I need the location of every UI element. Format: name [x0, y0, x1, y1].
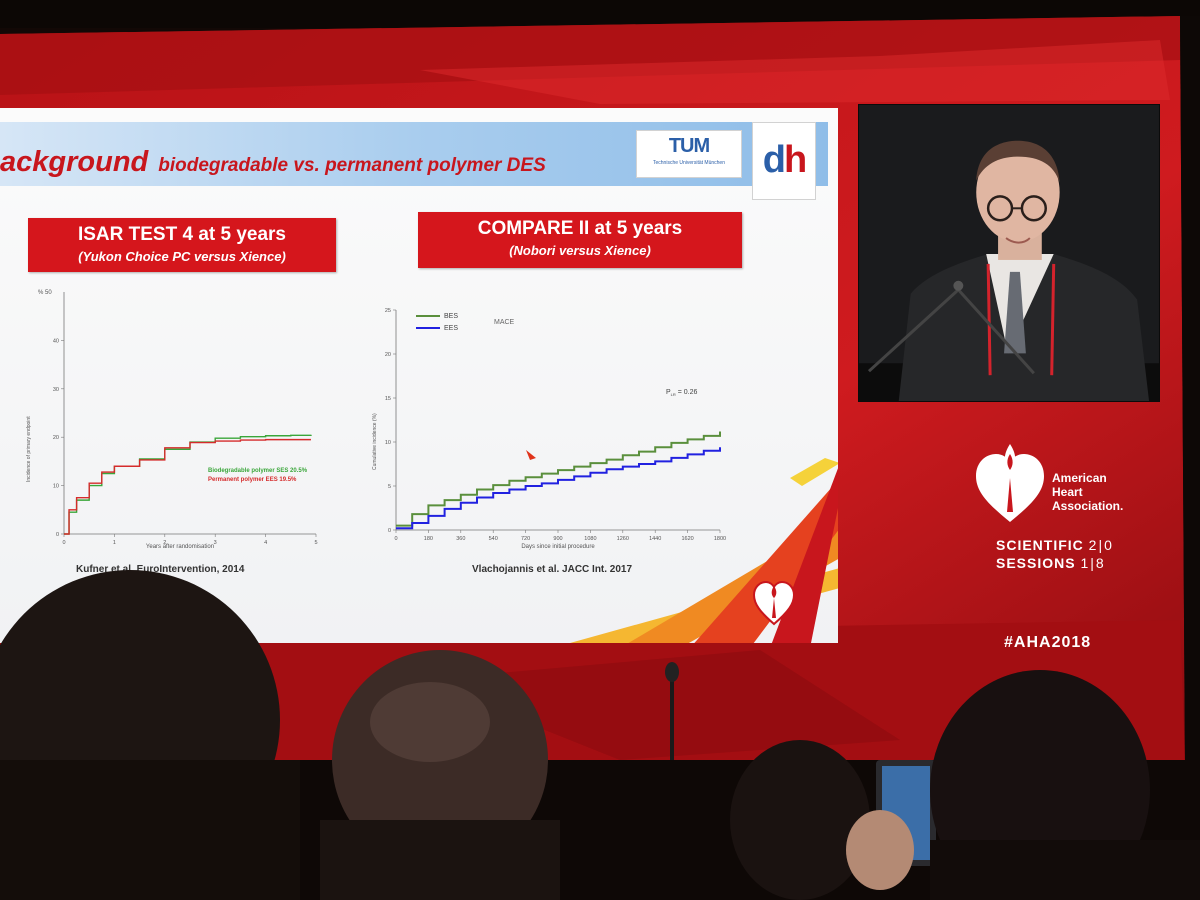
compare-series: [396, 431, 721, 530]
compare-chart-title: MACE: [494, 319, 515, 326]
scientific-sessions-line1: SCIENTIFIC 2|0: [996, 536, 1166, 554]
compare-y-tick-label: 20: [385, 352, 391, 358]
isar-y-tick-label: 40: [53, 338, 59, 344]
isar-y-tick-label: 30: [53, 387, 59, 393]
isar-citation: Kufner et al. EuroIntervention, 2014: [76, 564, 245, 575]
sessions-label: SESSIONS: [996, 555, 1076, 571]
compare-p-subscript: LR: [671, 392, 676, 397]
isar-x-axis-label: Years after randomisation: [146, 544, 214, 550]
compare-x-tick-label: 1800: [714, 536, 726, 542]
isar-axes: 0 1 2 3 4 5 0 10 20 30 40: [53, 292, 318, 546]
compare-y-tick-label: 5: [388, 484, 391, 490]
slide-title-main: ackground: [0, 146, 149, 178]
tum-logo: TUM Technische Universität München: [636, 130, 742, 178]
compare-x-tick-label: 0: [394, 536, 397, 542]
tum-logo-name: Technische Universität München: [653, 160, 725, 166]
compare-heading: COMPARE II at 5 years: [477, 218, 683, 239]
compare-citation: Vlachojannis et al. JACC Int. 2017: [472, 564, 633, 575]
isar-series: [64, 434, 312, 535]
isar-x-tick-label: 3: [214, 540, 217, 546]
compare-series-line-0: [396, 431, 721, 527]
compare-series-line-1: [396, 447, 721, 530]
compare-x-tick-label: 540: [489, 536, 498, 542]
compare-axes: 0 180 360 540 720 900 1080 1260 1440 1620 1800 0 5 10…: [385, 308, 726, 542]
aha-name-line1: American: [1052, 471, 1107, 485]
compare-subheading: (Nobori versus Xience): [509, 243, 651, 258]
podium-microphone: [867, 288, 960, 373]
aha-torch-heart-logo: [976, 444, 1044, 522]
isar-subheading: (Yukon Choice PC versus Xience): [78, 249, 286, 264]
compare-x-tick-label: 180: [424, 536, 433, 542]
presentation-slide: ackground biodegradable vs. permanent pol…: [0, 108, 838, 643]
speaker-head: [976, 142, 1060, 243]
compare-p-value: PLR = 0.26: [666, 389, 698, 397]
compare-y-tick-label: 0: [388, 528, 391, 534]
isar-x-tick-label: 5: [314, 540, 317, 546]
isar-y-tick-label: 10: [53, 484, 59, 490]
compare-y-tick-label: 10: [385, 440, 391, 446]
compare-x-tick-label: 360: [456, 536, 465, 542]
aha-wordmark: American Heart Association.: [1052, 471, 1162, 513]
compare-legend-ees: EES: [444, 325, 458, 332]
isar-y-unit-label: % 50: [38, 290, 52, 296]
compare-y-tick-label: 25: [385, 308, 391, 314]
compare-x-tick-label: 1440: [649, 536, 661, 542]
isar-x-tick-label: 0: [62, 540, 65, 546]
dh-logo-h: h: [784, 139, 807, 181]
isar-series-line-1: [64, 438, 311, 535]
isar-legend-biodegradable: Biodegradable polymer SES 20.5%: [208, 468, 308, 474]
compare-x-tick-label: 1080: [584, 536, 596, 542]
scientific-label: SCIENTIFIC: [996, 537, 1084, 553]
isar-y-tick-label: 0: [56, 532, 59, 538]
slide-title-sub: biodegradable vs. permanent polymer DES: [158, 155, 546, 176]
year-bottom: 1|8: [1080, 555, 1106, 571]
isar-x-tick-label: 2: [163, 540, 166, 546]
compare-x-tick-label: 720: [521, 536, 530, 542]
isar-x-tick-label: 4: [264, 540, 267, 546]
compare-x-tick-label: 1620: [681, 536, 693, 542]
dh-logo-d: d: [762, 139, 786, 181]
compare-y-axis-label: Cumulative incidence (%): [372, 413, 378, 470]
isar-y-axis-label: Incidence of primary endpoint: [26, 416, 32, 482]
year-top: 2|0: [1088, 537, 1114, 553]
isar-kaplan-meier-chart: 0 1 2 3 4 5 0 10 20 30 40 % 50 Incidence of primar…: [26, 290, 318, 550]
compare-x-axis-label: Days since initial procedure: [521, 544, 595, 550]
compare-mace-chart: 0 180 360 540 720 900 1080 1260 1440 1620 1800 0 5 10…: [372, 308, 726, 550]
compare-x-tick-label: 900: [553, 536, 562, 542]
slide-aha-torch-heart-icon: [752, 580, 796, 626]
tum-logo-mark: TUM: [668, 135, 710, 157]
dh-logo: dh: [752, 122, 816, 200]
isar-y-tick-label: 20: [53, 435, 59, 441]
scientific-sessions-line2: SESSIONS 1|8: [996, 554, 1166, 572]
compare-legend-bes: BES: [444, 313, 458, 320]
isar-heading-box: ISAR TEST 4 at 5 years (Yukon Choice PC …: [28, 218, 336, 272]
compare-y-tick-label: 15: [385, 396, 391, 402]
aha-name-line3: Association.: [1052, 499, 1124, 513]
scientific-sessions-logo: SCIENTIFIC 2|0 SESSIONS 1|8: [996, 536, 1166, 572]
speaker-camera-feed: [858, 104, 1160, 402]
isar-series-line-0: [64, 434, 312, 535]
isar-heading: ISAR TEST 4 at 5 years: [77, 224, 287, 245]
isar-legend-permanent: Permanent polymer EES 19.5%: [208, 477, 297, 483]
aha-hashtag: #AHA2018: [1004, 634, 1092, 651]
slide-title: ackground biodegradable vs. permanent pol…: [0, 146, 640, 179]
aha-name-line2: Heart: [1052, 485, 1083, 499]
isar-x-tick-label: 1: [113, 540, 116, 546]
compare-x-tick-label: 1260: [617, 536, 629, 542]
compare-heading-box: COMPARE II at 5 years (Nobori versus Xie…: [418, 212, 742, 268]
laser-pointer-icon: [526, 450, 536, 460]
